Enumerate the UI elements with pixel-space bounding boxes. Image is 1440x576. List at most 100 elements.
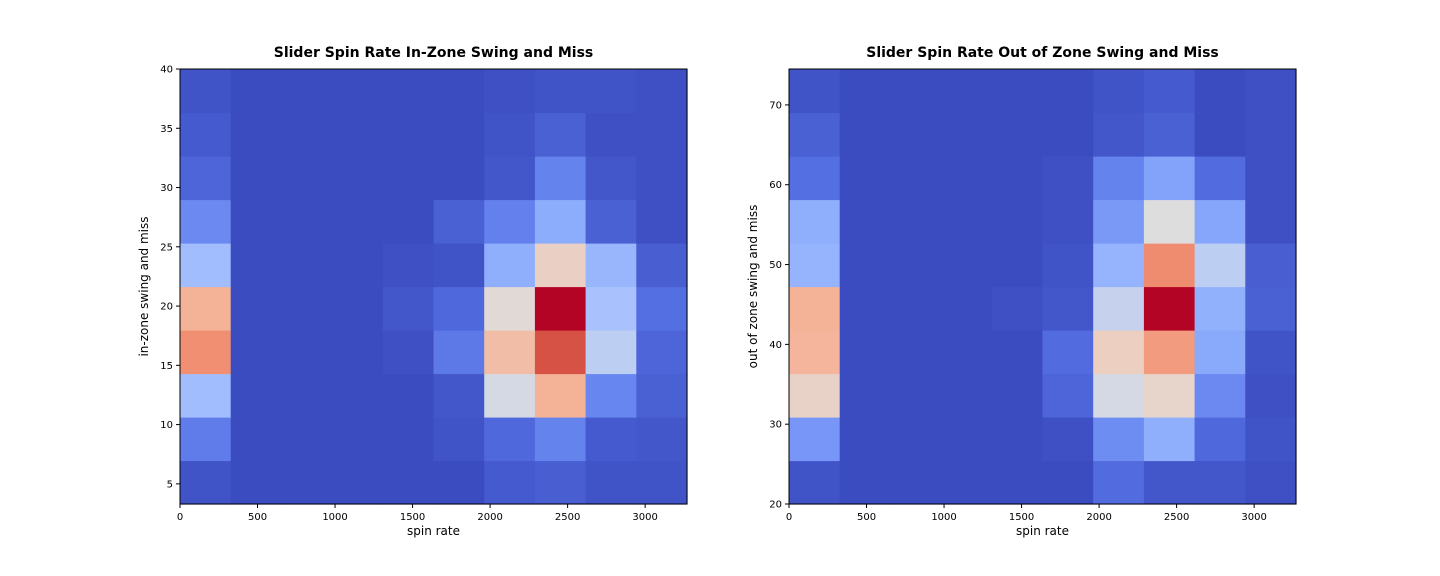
heatmap-cell-r4-c4 [991,286,1044,331]
heatmap-cell-r8-c2 [890,112,942,157]
heatmap-cell-r4-c8 [585,286,637,331]
heatmap-cell-r9-c6 [1093,69,1145,114]
x-tick-label: 1000 [322,512,347,523]
heatmap-cell-r1-c3 [332,417,384,462]
heatmap-cell-r8-c5 [433,112,485,157]
heatmap-cell-r5-c6 [1093,243,1145,288]
heatmap-cell-r2-c7 [1143,373,1196,418]
heatmap-cell-r7-c2 [281,156,333,201]
heatmap-cell-r9-c2 [890,69,942,114]
heatmap-cell-r7-c6 [484,156,536,201]
heatmap-cell-r8-c0 [180,112,232,157]
heatmap-cell-r6-c4 [991,199,1044,244]
heatmap-cell-r0-c5 [433,460,485,505]
heatmap-cell-r6-c5 [1042,199,1094,244]
heatmap-cell-r8-c9 [636,112,688,157]
y-tick-label: 60 [769,180,782,191]
plot-frame [788,68,1297,505]
heatmap-cell-r4-c4 [382,286,435,331]
heatmap-cell-r2-c2 [890,373,942,418]
heatmap-cell-r8-c9 [1245,112,1297,157]
heatmap-cell-r8-c1 [839,112,891,157]
heatmap-cell-r6-c9 [636,199,688,244]
heatmap-cell-r9-c1 [230,69,282,114]
y-tick-label: 30 [160,183,173,194]
x-tick-label: 2000 [1086,512,1111,523]
heatmap-cell-r0-c8 [585,460,637,505]
heatmap-cell-r0-c1 [839,460,891,505]
x-tick-label: 0 [786,512,792,523]
heatmap-cell-r8-c6 [1093,112,1145,157]
heatmap-cell-r2-c5 [433,373,485,418]
y-tick-label: 35 [160,124,173,135]
heatmap-cell-r7-c7 [534,156,587,201]
y-tick-label: 40 [769,340,782,351]
heatmap-cell-r0-c6 [1093,460,1145,505]
heatmap-cell-r9-c9 [636,69,688,114]
heatmap-cell-r4-c8 [1194,286,1246,331]
x-axis-label: spin rate [1016,524,1069,538]
heatmap-cell-r6-c7 [1143,199,1196,244]
heatmap-cell-r8-c3 [332,112,384,157]
heatmap-cell-r0-c4 [382,460,435,505]
heatmap-cell-r4-c3 [332,286,384,331]
heatmap-cell-r7-c4 [991,156,1044,201]
heatmap-cell-r1-c0 [789,417,841,462]
heatmap-cell-r6-c2 [890,199,942,244]
y-tick-label: 15 [160,361,173,372]
heatmap-cell-r5-c1 [839,243,891,288]
heatmap-cell-r3-c8 [1194,330,1246,375]
heatmap-cell-r9-c8 [585,69,637,114]
heatmap-cell-r2-c9 [1245,373,1297,418]
heatmap-cell-r0-c7 [534,460,587,505]
heatmap-cell-r3-c0 [789,330,841,375]
heatmap-cell-r1-c2 [281,417,333,462]
heatmap-cells [789,69,1297,505]
heatmap-cell-r9-c4 [991,69,1044,114]
heatmap-cell-r4-c6 [1093,286,1145,331]
heatmap-cell-r0-c7 [1143,460,1196,505]
heatmap-cell-r3-c3 [332,330,384,375]
heatmap-cell-r6-c7 [534,199,587,244]
x-tick-label: 1500 [1009,512,1034,523]
heatmap-cell-r2-c2 [281,373,333,418]
heatmap-cell-r3-c4 [991,330,1044,375]
heatmap-cell-r1-c4 [382,417,435,462]
heatmap-cell-r3-c6 [1093,330,1145,375]
chart-title: Slider Spin Rate Out of Zone Swing and M… [866,45,1219,61]
heatmap-cell-r4-c1 [839,286,891,331]
heatmap-cell-r5-c4 [991,243,1044,288]
heatmap-cell-r3-c4 [382,330,435,375]
heatmap-cell-r1-c6 [484,417,536,462]
heatmap-cell-r0-c4 [991,460,1044,505]
x-tick-label: 3000 [1241,512,1266,523]
heatmap-cell-r1-c1 [839,417,891,462]
heatmap-cell-r5-c4 [382,243,435,288]
heatmap-cell-r4-c7 [534,286,587,331]
heatmap-cell-r1-c3 [941,417,993,462]
heatmap-cell-r3-c8 [585,330,637,375]
heatmap-cell-r9-c4 [382,69,435,114]
heatmap-cell-r8-c7 [1143,112,1196,157]
x-tick-label: 1000 [931,512,956,523]
plot-frame [179,68,688,505]
x-axis-ticks: 0 500 1000 1500 2000 2500 3000 [786,504,1267,523]
heatmap-cell-r7-c9 [1245,156,1297,201]
heatmap-cell-r5-c9 [636,243,688,288]
heatmap-cell-r5-c3 [941,243,993,288]
x-tick-label: 500 [857,512,876,523]
y-axis-label: out of zone swing and miss [746,205,760,369]
x-tick-label: 0 [177,512,183,523]
heatmap-cell-r0-c9 [1245,460,1297,505]
heatmap-cell-r9-c0 [180,69,232,114]
heatmap-cell-r4-c6 [484,286,536,331]
heatmap-cell-r6-c8 [1194,199,1246,244]
heatmap-cell-r2-c5 [1042,373,1094,418]
x-axis-label: spin rate [407,524,460,538]
heatmap-cell-r1-c1 [230,417,282,462]
heatmap-cell-r7-c2 [890,156,942,201]
heatmap-cell-r2-c6 [484,373,536,418]
y-tick-label: 20 [160,302,173,313]
heatmap-cell-r2-c3 [332,373,384,418]
heatmap-cell-r3-c1 [230,330,282,375]
